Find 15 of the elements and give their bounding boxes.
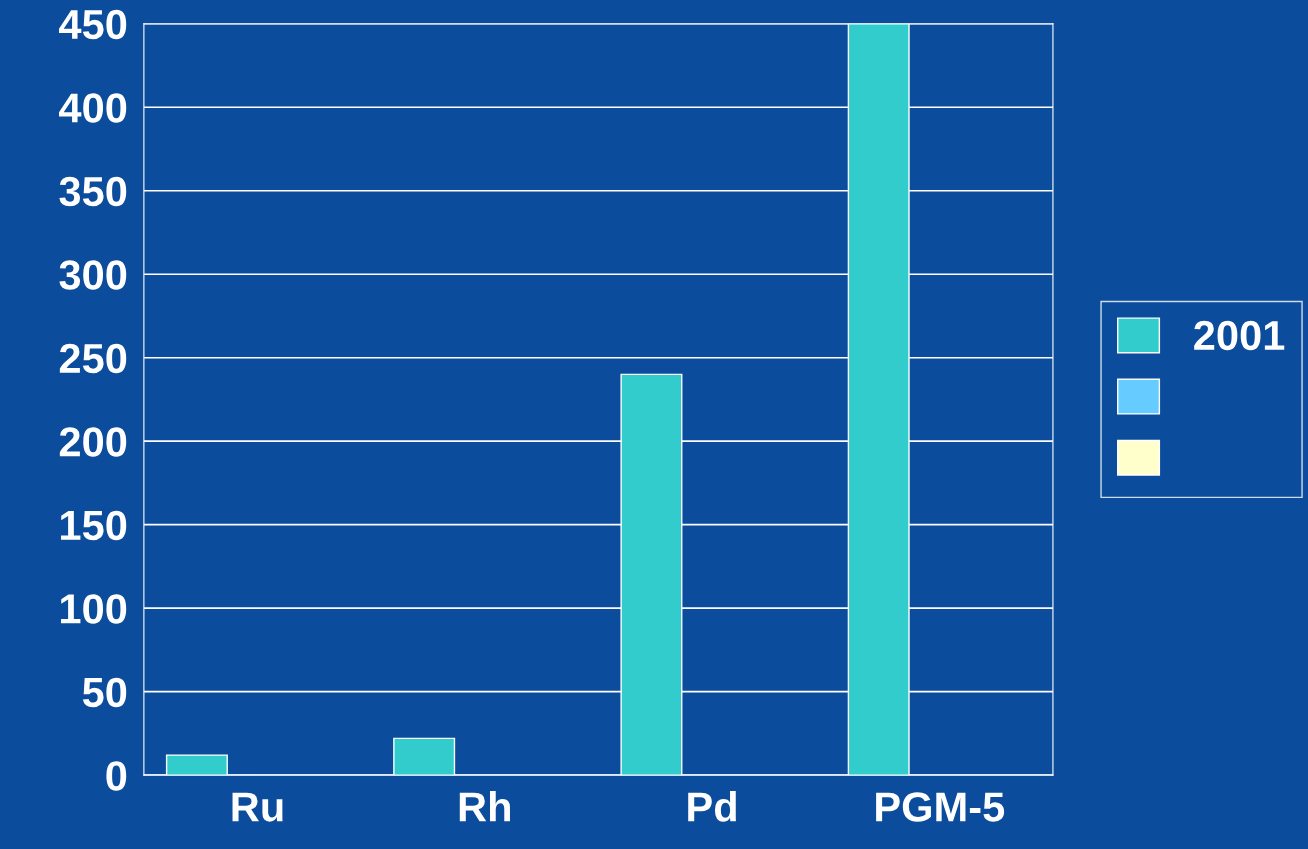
x-tick-label: PGM-5	[876, 792, 1005, 822]
y-tick-label: 450	[59, 9, 127, 40]
y-tick-label: 350	[59, 176, 127, 207]
x-tick-label: Ru	[232, 792, 283, 822]
y-tick-label: 400	[59, 93, 127, 123]
y-tick-label: 250	[59, 343, 127, 374]
legend-label: 2001	[1194, 320, 1285, 351]
y-tick-label: 0	[106, 761, 127, 791]
x-tick-label: Rh	[459, 791, 510, 822]
y-tick-label: 300	[59, 260, 127, 290]
y-tick-label: 100	[61, 594, 127, 624]
y-tick-label: 50	[82, 677, 127, 708]
y-tick-label: 150	[61, 510, 127, 541]
y-tick-label: 200	[59, 427, 127, 457]
x-tick-label: Pd	[688, 791, 736, 822]
